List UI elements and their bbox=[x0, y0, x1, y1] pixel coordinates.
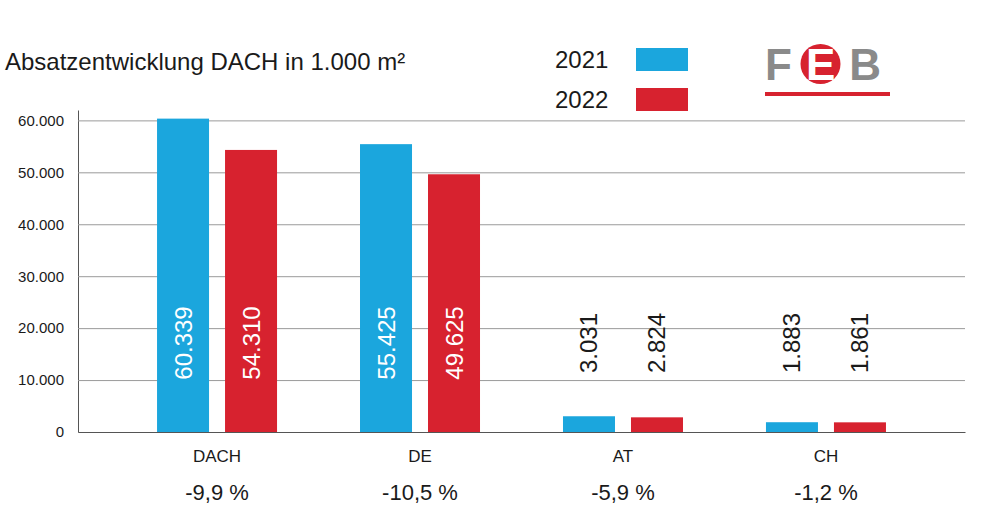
logo-text: FEB bbox=[765, 40, 895, 89]
legend-swatch bbox=[636, 88, 688, 111]
x-tick: AT bbox=[613, 432, 633, 466]
x-tick-label: CH bbox=[814, 447, 839, 466]
change-label: -5,9 % bbox=[591, 480, 655, 505]
grid-line bbox=[78, 224, 965, 225]
legend-swatch bbox=[636, 48, 688, 71]
logo-line bbox=[765, 92, 890, 96]
logo: FEB bbox=[765, 40, 895, 96]
change-label: -9,9 % bbox=[185, 480, 249, 505]
grid-line bbox=[78, 276, 965, 277]
y-tick-label: 10.000 bbox=[18, 371, 64, 388]
data-label: 54.310 bbox=[238, 306, 265, 379]
logo-letter: F bbox=[765, 40, 806, 89]
chart: Absatzentwicklung DACH in 1.000 m² FEB 202… bbox=[0, 0, 1000, 505]
legend-label: 2022 bbox=[555, 86, 608, 113]
bar bbox=[360, 144, 412, 432]
legend: 2021 2022 bbox=[555, 46, 688, 113]
x-tick-label: DACH bbox=[193, 447, 241, 466]
data-label: 1.883 bbox=[778, 313, 805, 373]
data-labels: 60.339 55.425 3.031 1.883 54.310 49.625 2.824 1… bbox=[170, 306, 874, 379]
title: Absatzentwicklung DACH in 1.000 m² bbox=[5, 48, 405, 75]
x-tick: CH bbox=[814, 432, 839, 466]
x-tick: DACH bbox=[193, 432, 241, 466]
x-tick: DE bbox=[408, 432, 432, 466]
change-label: -10,5 % bbox=[382, 480, 458, 505]
x-axis-line bbox=[79, 432, 966, 433]
y-axis-line bbox=[78, 111, 79, 433]
bar bbox=[563, 416, 615, 432]
data-label: 55.425 bbox=[373, 306, 400, 379]
data-label: 60.339 bbox=[170, 306, 197, 379]
x-tick-label: DE bbox=[408, 447, 432, 466]
change-label: -1,2 % bbox=[794, 480, 858, 505]
x-axis: DACH DE AT CH bbox=[79, 432, 966, 466]
y-tick-label: 60.000 bbox=[18, 112, 64, 129]
data-label: 49.625 bbox=[441, 306, 468, 379]
bar bbox=[631, 417, 683, 432]
bar bbox=[834, 422, 886, 432]
bar bbox=[225, 150, 277, 432]
legend-label: 2021 bbox=[555, 46, 608, 73]
grid-line bbox=[78, 380, 965, 381]
bars bbox=[157, 119, 886, 432]
data-label: 1.861 bbox=[846, 313, 873, 373]
logo-letter: B bbox=[849, 40, 895, 89]
data-label: 3.031 bbox=[575, 313, 602, 373]
bar bbox=[157, 119, 209, 432]
logo-letter: E bbox=[806, 40, 849, 89]
y-tick-label: 0 bbox=[56, 423, 64, 440]
y-tick-label: 40.000 bbox=[18, 216, 64, 233]
grid-line bbox=[78, 328, 965, 329]
x-tick-label: AT bbox=[613, 447, 633, 466]
bar bbox=[766, 422, 818, 432]
grid-line bbox=[78, 120, 965, 121]
y-axis: 0 10.000 20.000 30.000 40.000 50.000 60.000 bbox=[18, 111, 965, 441]
bar bbox=[428, 174, 480, 432]
y-tick-label: 50.000 bbox=[18, 164, 64, 181]
data-label: 2.824 bbox=[643, 313, 670, 373]
grid-line bbox=[78, 172, 965, 173]
y-tick-label: 30.000 bbox=[18, 267, 64, 284]
y-tick-label: 20.000 bbox=[18, 319, 64, 336]
grid-line bbox=[78, 432, 965, 433]
